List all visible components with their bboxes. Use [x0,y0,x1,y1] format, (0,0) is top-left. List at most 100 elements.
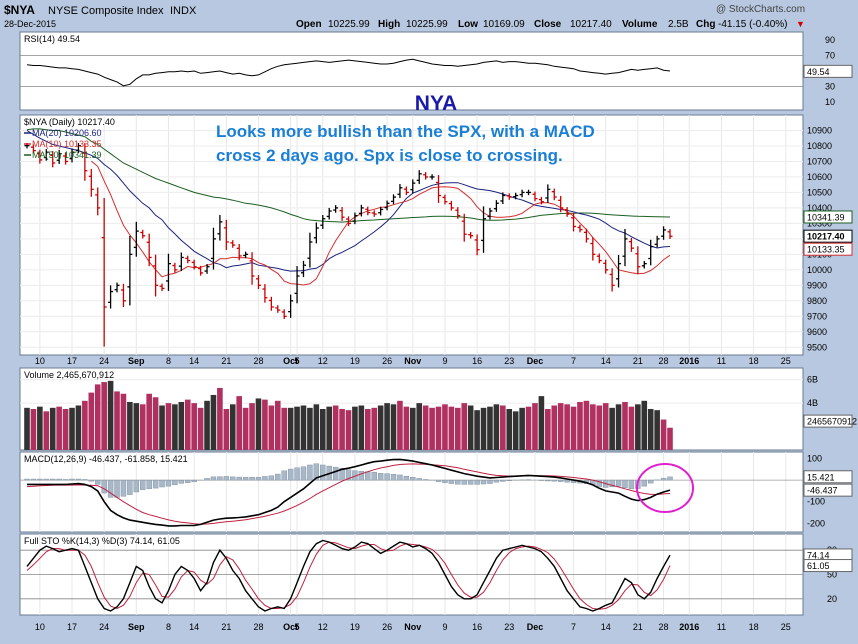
price-tick-label: 10500 [807,187,832,197]
x-axis-label: 16 [472,356,482,366]
volume-bar [217,388,223,450]
macd-histogram-bar [372,472,377,480]
x-axis-label: Sep [128,356,145,366]
x-axis-label: 21 [633,356,643,366]
macd-histogram-bar [172,480,177,485]
volume-bar [230,404,236,450]
volume-bar [609,408,615,450]
volume-bar [532,403,538,450]
volume-legend: Volume 2,465,670,912 [24,370,114,380]
macd-histogram-bar [217,477,222,480]
volume-tick-label: 4B [807,398,818,408]
volume-bar [159,405,165,450]
macd-histogram-bar [455,480,460,484]
volume-bar [654,410,660,450]
macd-histogram-bar [442,480,447,483]
volume-bar [301,405,307,450]
macd-histogram-bar [230,477,235,480]
volume-bar [185,400,191,450]
x-axis-label: 24 [99,622,109,632]
low-label: Low [458,19,478,30]
price-legend-ma: MA(50) 10341.39 [32,150,102,160]
macd-histogram-bar [494,480,499,482]
macd-histogram-bar [147,480,152,489]
volume-bar [635,404,641,450]
price-tick-label: 10000 [807,265,832,275]
price-tick-label: 9800 [807,296,827,306]
volume-bar [198,408,204,450]
volume-bar [76,405,82,450]
chart-date: 28-Dec-2015 [4,19,56,29]
volume-bar [416,403,422,450]
macd-histogram-bar [127,480,132,494]
macd-histogram-bar [179,480,184,483]
volume-bar [384,403,390,450]
x-axis-label: 14 [601,356,611,366]
macd-histogram-bar [295,468,300,480]
macd-histogram-bar [487,480,492,483]
volume-bar [172,404,178,450]
volume-bar [513,411,519,450]
x-axis-label: 2016 [679,622,699,632]
x-axis-label: 21 [221,356,231,366]
volume-bar [584,401,590,450]
volume-bar [249,403,255,450]
macd-histogram-bar [37,479,42,480]
chg-value: -41.15 (-0.40%) [718,19,787,30]
volume-bar [95,384,101,450]
macd-histogram-bar [668,477,673,480]
macd-histogram-bar [211,477,216,480]
macd-histogram-bar [95,480,100,484]
macd-histogram-bar [275,474,280,480]
macd-histogram-bar [102,480,107,493]
annotation-comment-line1: Looks more bullish than the SPX, with a … [216,122,595,141]
macd-legend: MACD(12,26,9) -46.437, -61.858, 15.421 [24,454,188,464]
volume-bar [629,407,635,450]
x-axis-label: 28 [659,622,669,632]
volume-bar [314,404,320,450]
rsi-tick-label: 30 [825,82,835,92]
macd-histogram-bar [481,480,486,484]
rsi-value-label: 49.54 [807,67,830,77]
macd-histogram-bar [288,469,293,480]
x-axis-label: 19 [350,356,360,366]
macd-histogram-bar [333,467,338,480]
rsi-frame [20,32,803,110]
volume-bar [539,396,545,450]
macd-histogram-bar [76,479,81,480]
low-value: 10169.09 [483,19,525,30]
high-value: 10225.99 [406,19,448,30]
volume-bar [590,404,596,450]
volume-bar [134,403,140,450]
x-axis-label: 10 [35,622,45,632]
volume-bar [166,403,172,450]
x-axis-label: 21 [633,622,643,632]
sto-tick-label: 20 [827,594,837,604]
macd-histogram-bar [70,479,75,480]
macd-histogram-bar [462,480,467,484]
volume-bar [603,403,609,450]
volume-bar [397,401,403,450]
volume-bar [89,393,95,450]
volume-bar [429,408,435,450]
volume-bar [153,397,159,450]
volume-bar [545,409,551,450]
volume-bar [423,405,429,450]
close-value: 10217.40 [570,19,612,30]
volume-bar [269,405,275,450]
volume-bar [487,407,493,450]
x-axis-label: 11 [717,622,726,632]
macd-histogram-bar [44,479,49,480]
macd-histogram-bar [25,479,30,480]
x-axis-label: 7 [571,356,576,366]
macd-histogram-bar [250,477,255,480]
volume-bar [339,409,345,450]
x-axis-label: 18 [749,356,759,366]
x-axis-label: 16 [472,622,482,632]
x-axis-label: Sep [128,622,145,632]
macd-histogram-bar [365,472,370,480]
stochastic-panel: 805020Full STO %K(14,3) %D(3) 74.14, 61.… [20,534,852,615]
macd-histogram-bar [436,480,441,482]
